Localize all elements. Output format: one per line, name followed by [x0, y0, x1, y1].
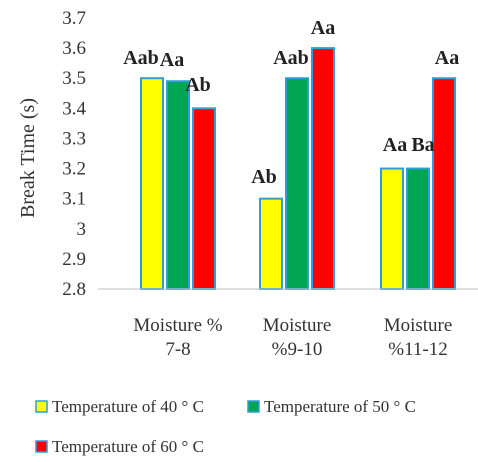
y-tick-label: 2.8: [62, 279, 86, 300]
legend-swatch: [35, 400, 48, 413]
data-label: Ab: [185, 74, 211, 96]
x-category-label: Moisture %: [133, 315, 222, 336]
bar: [432, 77, 456, 290]
bar: [406, 167, 430, 290]
y-tick-label: 3.5: [62, 68, 86, 89]
y-tick-label: 3.4: [62, 98, 86, 119]
y-tick-label: 2.9: [62, 249, 86, 270]
data-label: Aab: [123, 47, 159, 69]
bar: [140, 77, 164, 290]
bar: [380, 167, 404, 290]
bars: [140, 47, 456, 291]
y-tick-label: 3.1: [62, 189, 86, 210]
y-axis-label: Break Time (s): [17, 98, 39, 218]
y-tick-label: 3.3: [62, 128, 86, 149]
y-tick-label: 3.6: [62, 38, 86, 59]
legend: Temperature of 40 ° C Temperature of 50 °…: [35, 397, 416, 456]
bar: [311, 47, 335, 290]
data-label: Aa: [435, 47, 459, 69]
x-category-label: Moisture: [384, 315, 453, 336]
data-label: Ba: [411, 134, 434, 156]
legend-label: Temperature of 60 ° C: [52, 437, 204, 456]
bar: [192, 107, 216, 291]
legend-label: Temperature of 50 ° C: [264, 397, 416, 416]
data-label: Aa: [311, 17, 335, 39]
legend-label: Temperature of 40 ° C: [52, 397, 204, 416]
data-label: Aa: [160, 49, 184, 71]
x-category-label: %11-12: [388, 339, 447, 360]
y-axis-ticks: 2.8 2.9 3 3.1 3.2 3.3 3.4 3.5 3.6 3.7: [62, 8, 86, 300]
x-axis-categories: Moisture % 7-8 Moisture %9-10 Moisture %11-12: [133, 315, 452, 360]
x-category-label: %9-10: [272, 339, 323, 360]
y-tick-label: 3.7: [62, 8, 86, 29]
x-category-label: 7-8: [165, 339, 190, 360]
y-tick-label: 3: [77, 219, 87, 240]
legend-swatch: [247, 400, 260, 413]
data-label: Aa: [383, 134, 407, 156]
data-label: Aab: [273, 47, 309, 69]
x-category-label: Moisture: [263, 315, 332, 336]
bar: [259, 197, 283, 291]
bar: [285, 77, 309, 290]
y-tick-label: 3.2: [62, 159, 86, 180]
bar: [166, 80, 190, 290]
legend-swatch: [35, 440, 48, 453]
data-label: Ab: [251, 166, 277, 188]
